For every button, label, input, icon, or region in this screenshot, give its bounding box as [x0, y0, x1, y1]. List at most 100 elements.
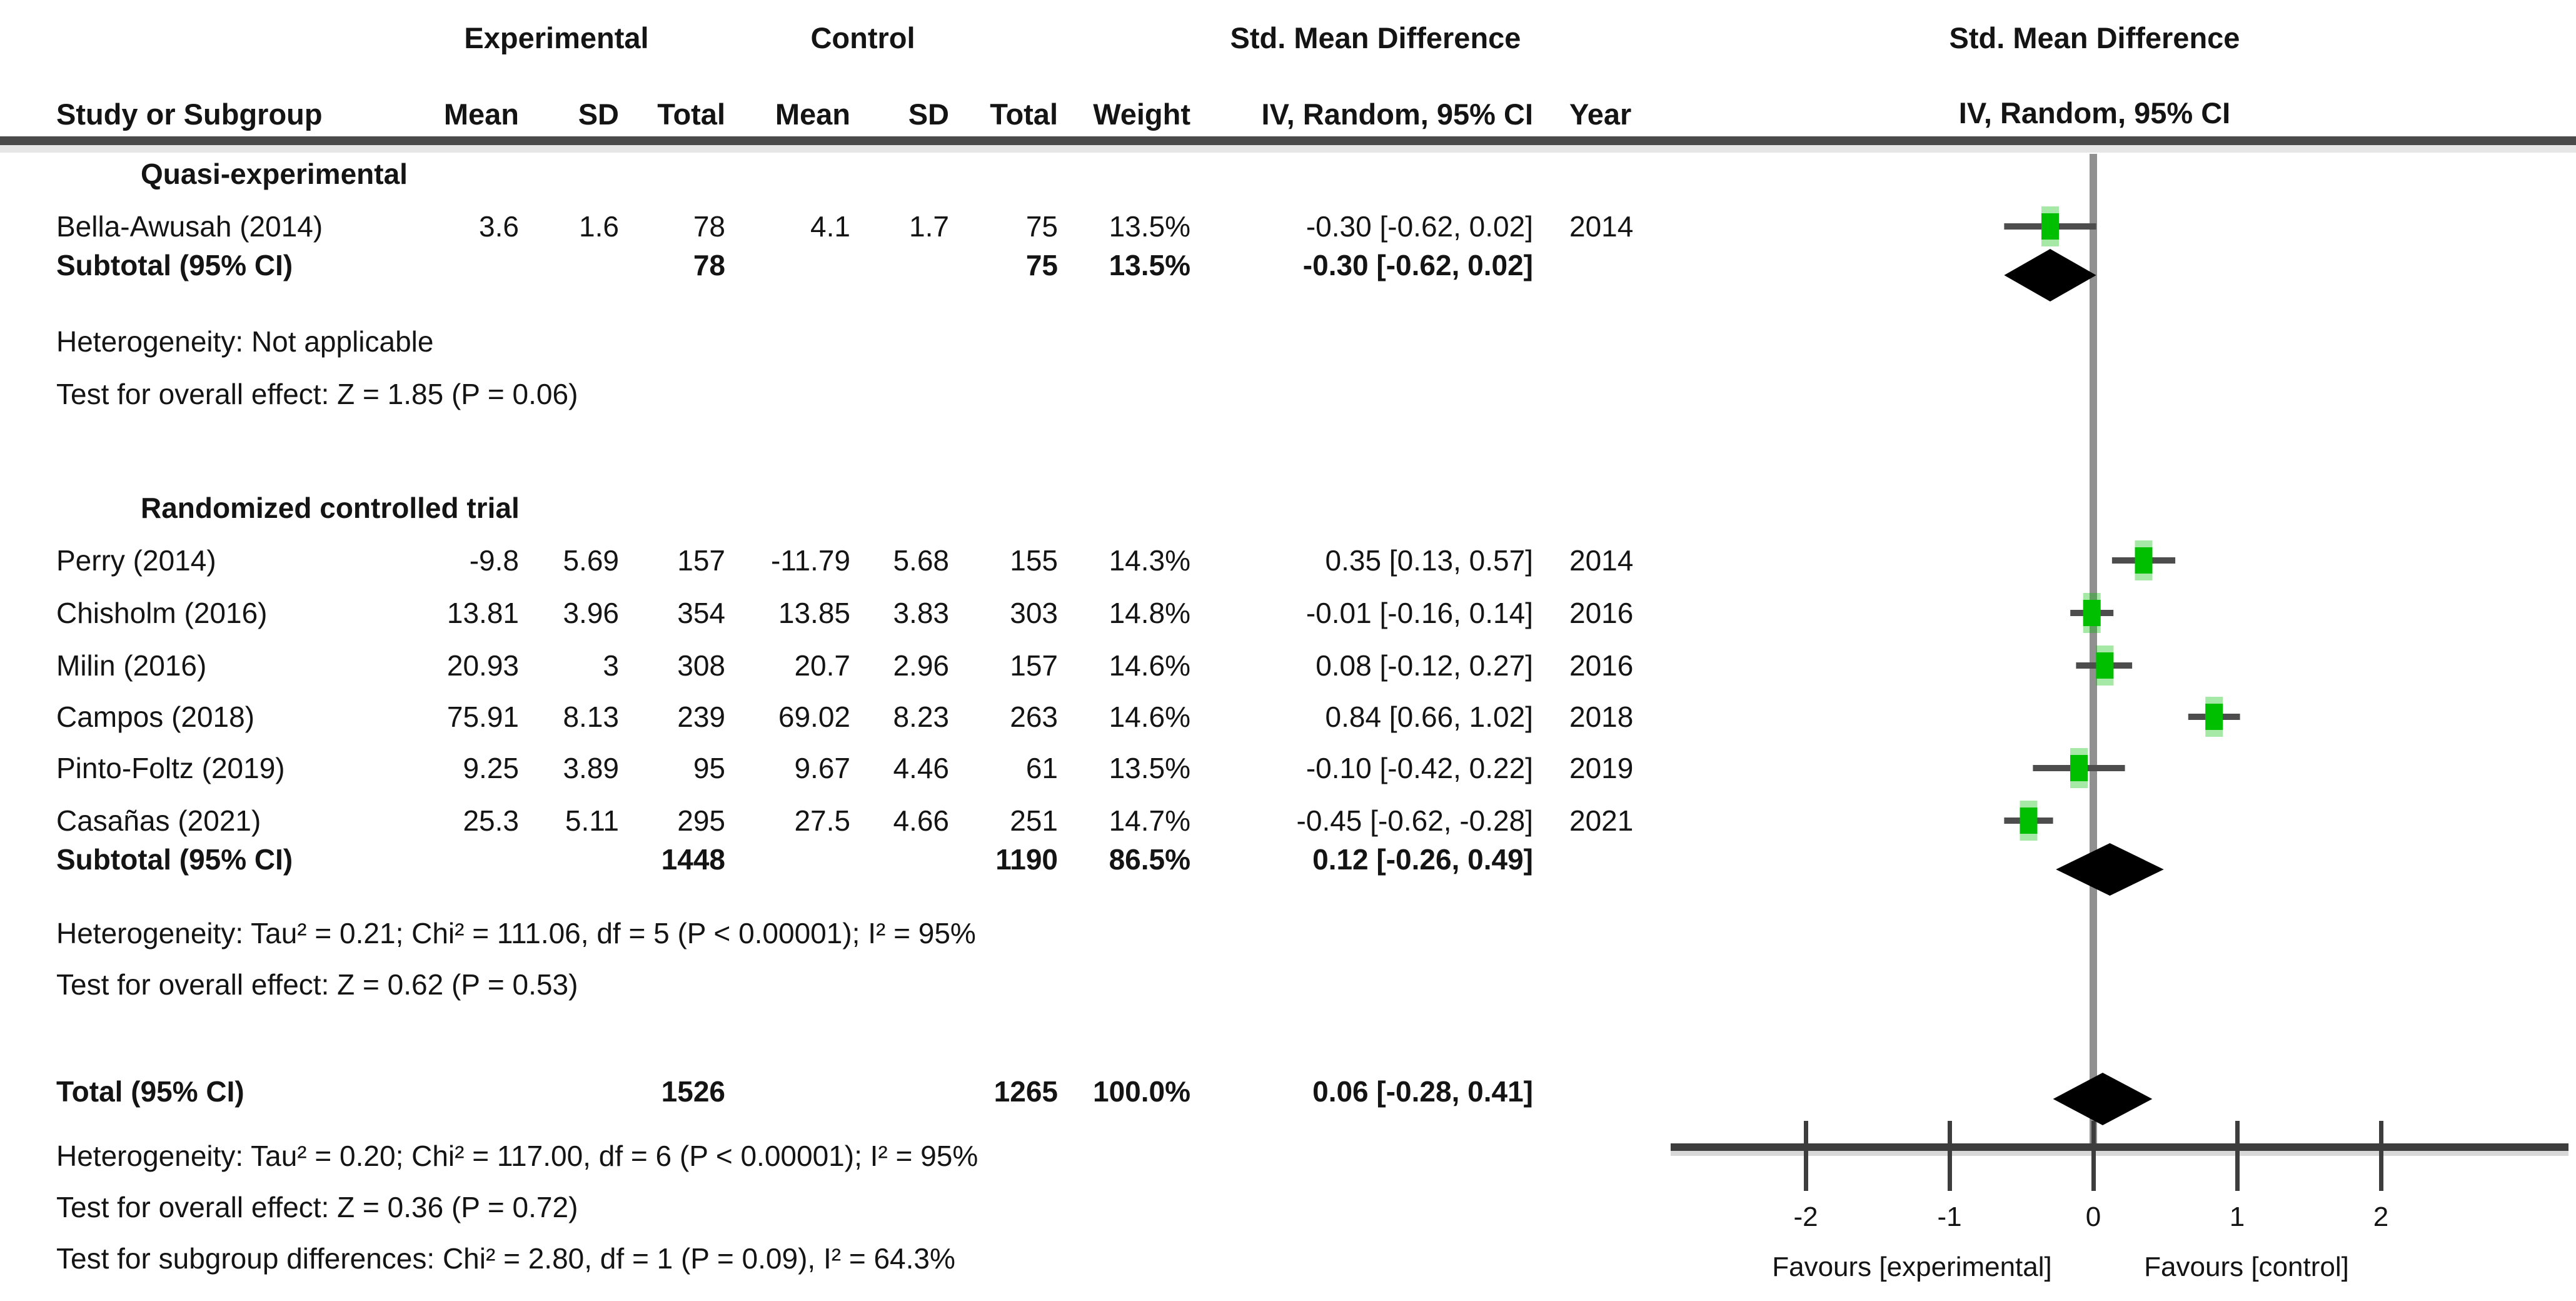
- cell-total_c: 263: [1010, 701, 1058, 733]
- cell-weight: 13.5%: [1109, 210, 1190, 243]
- cell-year: 2014: [1569, 210, 1634, 243]
- cell-total_e: 78: [693, 249, 725, 281]
- cell-sd_c: 1.7: [909, 210, 949, 243]
- cell-sd_c: 8.23: [893, 701, 949, 733]
- cell-mean_e: 9.25: [463, 752, 519, 784]
- cell-weight: 14.6%: [1109, 649, 1190, 682]
- table-row-study: Campos (2018) 75.91 8.13 239 69.02 8.23 263 14.…: [0, 699, 2576, 735]
- subgroup-differences-text: Test for subgroup differences: Chi² = 2.…: [56, 1242, 955, 1275]
- cell-smd_ci: 0.08 [-0.12, 0.27]: [1316, 649, 1533, 682]
- heterogeneity-row: Heterogeneity: Not applicable: [0, 323, 2576, 360]
- cell-smd_ci: 0.84 [0.66, 1.02]: [1325, 701, 1534, 733]
- overall-effect-text: Test for overall effect: Z = 0.36 (P = 0…: [56, 1191, 578, 1223]
- cell-smd_ci: -0.10 [-0.42, 0.22]: [1306, 752, 1533, 784]
- cell-total_e: 95: [693, 752, 725, 784]
- subtotal-label: Subtotal (95% CI): [56, 843, 293, 876]
- cell-weight: 14.6%: [1109, 701, 1190, 733]
- col-header-total-exp: Total: [657, 98, 725, 131]
- subtotal-label: Subtotal (95% CI): [56, 249, 293, 281]
- cell-total_e: 157: [677, 544, 725, 577]
- cell-mean_c: 4.1: [810, 210, 850, 243]
- plot-title: Std. Mean Difference: [1949, 21, 2240, 54]
- cell-sd_c: 4.66: [893, 804, 949, 837]
- col-header-sd-ctrl: SD: [908, 98, 949, 131]
- cell-mean_e: -9.8: [469, 544, 519, 577]
- header-rule-shadow: [0, 145, 2576, 153]
- cell-weight: 14.8%: [1109, 597, 1190, 629]
- cell-total_c: 303: [1010, 597, 1058, 629]
- cell-total_c: 157: [1010, 649, 1058, 682]
- cell-total_e: 295: [677, 804, 725, 837]
- cell-weight: 86.5%: [1109, 843, 1190, 876]
- subgroup-differences-row: Test for subgroup differences: Chi² = 2.…: [0, 1240, 2576, 1277]
- heterogeneity-text: Heterogeneity: Tau² = 0.21; Chi² = 111.0…: [56, 917, 976, 949]
- cell-total_c: 75: [1025, 210, 1058, 243]
- section-label-row: Randomized controlled trial: [0, 490, 2576, 526]
- cell-mean_c: 20.7: [794, 649, 850, 682]
- cell-mean_e: 3.6: [479, 210, 519, 243]
- table-row-study: Milin (2016) 20.93 3 308 20.7 2.96 157 14.6% 0.0…: [0, 647, 2576, 684]
- cell-smd_ci: -0.30 [-0.62, 0.02]: [1306, 210, 1533, 243]
- table-row-subtotal: Subtotal (95% CI) 1448 1190 86.5% 0.12 [-0.2…: [0, 841, 2576, 878]
- cell-smd_ci: -0.01 [-0.16, 0.14]: [1306, 597, 1533, 629]
- col-header-mean-exp: Mean: [443, 98, 519, 131]
- cell-sd_c: 3.83: [893, 597, 949, 629]
- section-label: Randomized controlled trial: [141, 492, 520, 524]
- cell-total_c: 1190: [995, 843, 1058, 876]
- col-header-sd-exp: SD: [578, 98, 619, 131]
- cell-year: 2016: [1569, 649, 1634, 682]
- cell-smd_ci: -0.45 [-0.62, -0.28]: [1296, 804, 1533, 837]
- cell-weight: 13.5%: [1109, 752, 1190, 784]
- cell-sd_e: 5.69: [563, 544, 619, 577]
- cell-smd_ci: 0.35 [0.13, 0.57]: [1325, 544, 1534, 577]
- cell-weight: 13.5%: [1109, 249, 1190, 281]
- cell-sd_e: 5.11: [565, 804, 619, 837]
- heterogeneity-text: Heterogeneity: Not applicable: [56, 325, 434, 358]
- cell-weight: 14.3%: [1109, 544, 1190, 577]
- study-name: Casañas (2021): [56, 804, 261, 837]
- table-row-study: Casañas (2021) 25.3 5.11 295 27.5 4.66 251 14.7…: [0, 802, 2576, 839]
- plot-subtitle: IV, Random, 95% CI: [1958, 96, 2231, 129]
- cell-mean_c: -11.79: [770, 544, 850, 577]
- table-row-subtotal: Subtotal (95% CI) 78 75 13.5% -0.30 [-0.62, …: [0, 247, 2576, 283]
- study-name: Pinto-Foltz (2019): [56, 752, 285, 784]
- cell-total_c: 75: [1025, 249, 1058, 281]
- cell-total_c: 155: [1010, 544, 1058, 577]
- cell-sd_e: 3.89: [563, 752, 619, 784]
- cell-smd_ci: 0.06 [-0.28, 0.41]: [1312, 1075, 1533, 1108]
- group-header-smd: Std. Mean Difference: [1230, 21, 1521, 54]
- total-label: Total (95% CI): [56, 1075, 244, 1108]
- cell-mean_e: 25.3: [463, 804, 519, 837]
- cell-total_e: 1448: [661, 843, 725, 876]
- cell-total_c: 251: [1010, 804, 1058, 837]
- cell-mean_c: 9.67: [794, 752, 850, 784]
- cell-mean_c: 69.02: [778, 701, 850, 733]
- cell-year: 2018: [1569, 701, 1634, 733]
- group-header-experimental: Experimental: [464, 21, 649, 54]
- heterogeneity-total-row: Heterogeneity: Tau² = 0.20; Chi² = 117.0…: [0, 1138, 2576, 1174]
- overall-effect-text: Test for overall effect: Z = 1.85 (P = 0…: [56, 378, 578, 410]
- cell-sd_e: 8.13: [563, 701, 619, 733]
- cell-mean_c: 13.85: [778, 597, 850, 629]
- cell-mean_e: 13.81: [446, 597, 519, 629]
- cell-sd_c: 4.46: [893, 752, 949, 784]
- cell-year: 2016: [1569, 597, 1634, 629]
- cell-total_c: 1265: [994, 1075, 1058, 1108]
- study-name: Chisholm (2016): [56, 597, 268, 629]
- col-header-total-ctrl: Total: [990, 98, 1058, 131]
- cell-mean_c: 27.5: [794, 804, 850, 837]
- cell-year: 2019: [1569, 752, 1634, 784]
- col-header-weight: Weight: [1093, 98, 1190, 131]
- table-row-study: Bella-Awusah (2014) 3.6 1.6 78 4.1 1.7 75 13.5%…: [0, 208, 2576, 245]
- cell-weight: 14.7%: [1109, 804, 1190, 837]
- study-name: Milin (2016): [56, 649, 207, 682]
- table-row-study: Chisholm (2016) 13.81 3.96 354 13.85 3.83 303 1…: [0, 595, 2576, 631]
- header-rule: [0, 136, 2576, 145]
- heterogeneity-text: Heterogeneity: Tau² = 0.20; Chi² = 117.0…: [56, 1140, 979, 1172]
- cell-mean_e: 75.91: [446, 701, 519, 733]
- section-label-row: Quasi-experimental: [0, 156, 2576, 192]
- overall-effect-total-row: Test for overall effect: Z = 0.36 (P = 0…: [0, 1189, 2576, 1225]
- col-header-year: Year: [1569, 98, 1632, 131]
- cell-weight: 100.0%: [1092, 1075, 1190, 1108]
